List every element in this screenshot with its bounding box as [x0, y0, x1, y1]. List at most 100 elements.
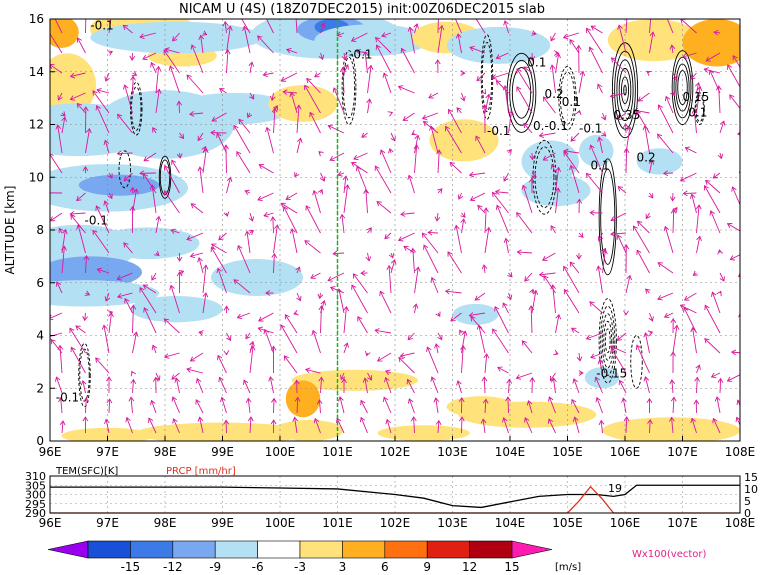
colorbar-box [469, 540, 513, 559]
wind-vector-head [421, 232, 427, 238]
wind-vector [657, 292, 674, 300]
wind-vector [233, 125, 251, 154]
sub-x-tick-label: 105E [552, 516, 583, 530]
wind-vector [139, 287, 157, 314]
wind-vector [590, 352, 603, 359]
wind-vector [705, 52, 721, 62]
wind-vector [403, 112, 415, 121]
contour-line [614, 50, 636, 130]
wind-vector-head [210, 246, 216, 253]
wind-vector-head [132, 331, 139, 337]
wind-vector [357, 316, 368, 334]
wind-vector-head [249, 340, 255, 347]
wind-vector [550, 225, 556, 234]
wind-vector [70, 92, 86, 100]
wind-vector [54, 19, 63, 34]
wind-vector-head [360, 399, 366, 406]
wind-vector-head [195, 399, 201, 405]
wind-vector [284, 355, 298, 374]
wind-vector [398, 232, 415, 241]
wind-vector-head [350, 36, 357, 42]
wind-vector [305, 205, 321, 234]
wind-vector-head [130, 75, 136, 81]
shading-patch [607, 19, 700, 62]
wind-vector [245, 332, 251, 339]
wind-vector [521, 340, 533, 354]
shading-patch [291, 369, 418, 391]
contour-line [159, 159, 171, 196]
wind-vector [524, 272, 533, 282]
wind-vector [516, 372, 533, 379]
wind-vector-head [657, 295, 663, 301]
wind-vector-head [295, 104, 302, 110]
contour-line [481, 41, 493, 113]
wind-vector-head [58, 396, 64, 403]
wind-vector-head [362, 377, 369, 383]
colorbar-tick-label: 6 [381, 560, 389, 574]
wind-vector [516, 68, 533, 94]
wind-vector-head [82, 416, 89, 422]
wind-vector [243, 379, 251, 394]
wind-vector [422, 112, 439, 120]
wind-vector-head [197, 256, 203, 263]
sub-x-tick-label: 102E [380, 516, 411, 530]
wind-vector [610, 345, 627, 354]
wind-vector-head [610, 231, 616, 237]
wind-vector [484, 399, 487, 414]
wind-vector-head [189, 111, 195, 117]
colorbar-box [214, 540, 258, 559]
wind-vector-head [123, 242, 129, 248]
wind-vector [414, 267, 419, 294]
wind-vector-head [163, 318, 170, 324]
wind-vector [237, 312, 251, 319]
wind-vector [600, 420, 603, 434]
wind-vector-head [129, 186, 136, 192]
wind-vector [258, 312, 274, 322]
wind-vector [329, 152, 345, 161]
wind-vector-head [742, 50, 746, 55]
wind-vector-head [123, 176, 129, 182]
wind-vector-head [92, 229, 98, 236]
wind-vector [95, 357, 110, 374]
wind-vector [179, 132, 184, 139]
wind-vector-head [263, 328, 269, 335]
wind-vector-head [397, 236, 404, 242]
wind-vector-head [585, 172, 592, 179]
wind-vector-head [379, 149, 386, 155]
chart-title: NICAM U (4S) (18Z07DEC2015) init:00Z06DE… [179, 2, 545, 17]
x-tick-label: 101E [322, 445, 353, 459]
wind-vector-head [621, 397, 627, 403]
wind-vector [164, 165, 180, 194]
sub-right-label: PRCP [mm/hr] [166, 466, 236, 477]
wind-vector-head [445, 125, 450, 132]
wind-vector-head [54, 376, 61, 382]
x-tick-label: 105E [552, 445, 583, 459]
wind-vector [338, 288, 345, 314]
wind-vector-head [402, 115, 408, 121]
wind-vector-head [163, 164, 170, 171]
wind-vector [617, 186, 627, 194]
wind-vector [61, 246, 65, 274]
wind-vector [304, 240, 321, 254]
wind-vector-head [317, 188, 324, 195]
shading-patch [176, 92, 292, 125]
wind-vector [186, 368, 204, 374]
wind-vector-head [506, 378, 513, 384]
wind-vector-head [713, 29, 719, 36]
wind-vector-head [289, 228, 296, 234]
wind-vector-head [428, 93, 434, 99]
wind-vector-head [444, 288, 451, 295]
wind-vector [333, 87, 345, 114]
wind-vector [202, 146, 206, 154]
wind-vector [283, 91, 298, 94]
wind-vector-head [186, 74, 192, 80]
wind-vector-head [492, 191, 498, 198]
wind-vector [596, 397, 603, 414]
colorbar-box [257, 540, 301, 559]
wind-vector [155, 89, 160, 114]
wind-vector-head [679, 304, 686, 310]
wind-vector [408, 175, 415, 194]
wind-vector [130, 397, 133, 414]
wind-vector-head [503, 20, 509, 26]
